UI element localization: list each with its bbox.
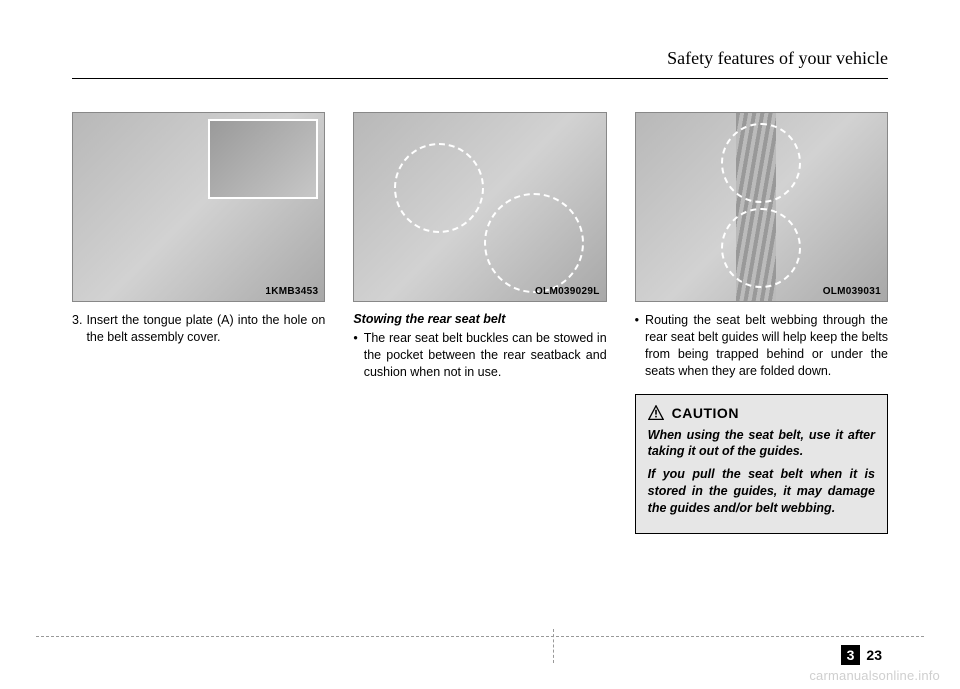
caution-paragraph: If you pull the seat belt when it is sto… [648,466,875,517]
bullet-item: • The rear seat belt buckles can be stow… [353,330,606,381]
bullet-text: The rear seat belt buckles can be stowed… [364,330,607,381]
caution-paragraph: When using the seat belt, use it after t… [648,427,875,461]
figure-inset [208,119,318,199]
cut-line [36,636,924,637]
warning-icon [648,405,664,421]
bullet-text: Routing the seat belt webbing through th… [645,312,888,380]
page-header: Safety features of your vehicle [667,48,888,69]
content-columns: 1KMB3453 3. Insert the tongue plate (A) … [72,112,888,534]
cut-mark [553,629,554,663]
column-left: 1KMB3453 3. Insert the tongue plate (A) … [72,112,325,534]
watermark: carmanualsonline.info [809,668,940,683]
step-item: 3. Insert the tongue plate (A) into the … [72,312,325,346]
figure-tongue-plate: 1KMB3453 [72,112,325,302]
figure-rear-seat-buckles: OLM039029L [353,112,606,302]
bullet-item: • Routing the seat belt webbing through … [635,312,888,380]
subheading: Stowing the rear seat belt [353,312,606,326]
callout-circle [484,193,584,293]
step-number: 3. [72,312,82,346]
figure-label: OLM039029L [535,286,600,297]
callout-circle [721,123,801,203]
page-num-value: 23 [860,645,888,665]
figure-label: OLM039031 [823,286,881,297]
header-rule [72,78,888,79]
step-text: Insert the tongue plate (A) into the hol… [86,312,325,346]
figure-label: 1KMB3453 [265,286,318,297]
callout-circle [394,143,484,233]
figure-belt-guide: OLM039031 [635,112,888,302]
caution-box: CAUTION When using the seat belt, use it… [635,394,888,534]
bullet-marker: • [353,330,357,381]
column-right: OLM039031 • Routing the seat belt webbin… [635,112,888,534]
callout-circle [721,208,801,288]
caution-heading: CAUTION [648,405,875,421]
column-middle: OLM039029L Stowing the rear seat belt • … [353,112,606,534]
bullet-marker: • [635,312,639,380]
caution-label: CAUTION [672,405,739,421]
page-number: 3 23 [841,645,888,665]
section-number: 3 [841,645,861,665]
